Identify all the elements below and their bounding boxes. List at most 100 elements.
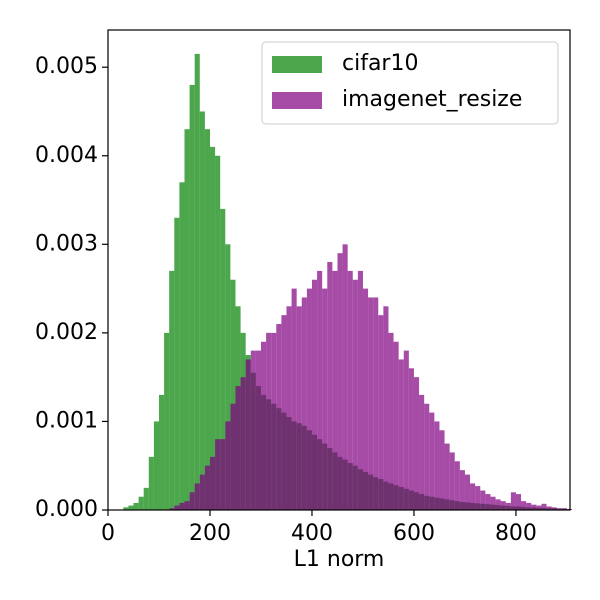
histogram-bar xyxy=(368,297,374,510)
histogram-bar xyxy=(317,270,323,510)
y-tick-label: 0.004 xyxy=(35,143,98,168)
histogram-bar xyxy=(128,505,134,510)
histogram-bar xyxy=(271,332,277,510)
histogram-bar xyxy=(123,507,129,510)
histogram-bar xyxy=(306,288,312,510)
histogram-bar xyxy=(184,501,190,510)
y-tick-label: 0.001 xyxy=(35,408,98,433)
x-axis-label: L1 norm xyxy=(294,547,385,572)
histogram-bar xyxy=(250,350,256,510)
histogram-bar xyxy=(475,486,481,510)
histogram-bar xyxy=(393,341,399,510)
histogram-bar xyxy=(378,315,384,510)
y-tick-label: 0.000 xyxy=(35,497,98,522)
histogram-bar xyxy=(342,244,348,511)
histogram-bar xyxy=(485,494,491,510)
histogram-bar xyxy=(138,496,144,510)
histogram-bar xyxy=(220,439,226,510)
histogram-bar xyxy=(398,359,404,510)
y-tick-label: 0.002 xyxy=(35,320,98,345)
histogram-bar xyxy=(311,279,318,510)
histogram-bar xyxy=(158,394,165,510)
histogram-bar xyxy=(327,262,333,510)
x-tick-label: 400 xyxy=(291,521,333,546)
histogram-bar xyxy=(439,430,445,510)
histogram-bar xyxy=(515,494,522,510)
histogram-bar xyxy=(459,470,465,510)
plot-frame xyxy=(107,29,571,511)
histogram-bar xyxy=(230,403,236,510)
histogram-bar xyxy=(189,492,195,510)
histogram-bar xyxy=(260,341,267,510)
histogram-bar xyxy=(413,377,420,510)
histogram-bar xyxy=(148,456,154,510)
histogram-bar xyxy=(225,244,231,511)
histogram-bar xyxy=(184,129,190,511)
histogram-bar xyxy=(561,508,567,510)
histogram-bar xyxy=(500,501,506,510)
y-tick-label: 0.005 xyxy=(35,54,98,79)
histogram-bar xyxy=(179,182,185,511)
legend-swatch xyxy=(272,92,322,109)
histogram-bar xyxy=(220,208,226,510)
legend-swatch xyxy=(272,56,322,73)
histogram-bar xyxy=(464,474,471,510)
histogram-bar xyxy=(347,270,353,510)
x-tick-label: 800 xyxy=(495,521,537,546)
histogram-bar xyxy=(388,332,394,510)
x-tick-label: 600 xyxy=(393,521,435,546)
histogram-bar xyxy=(266,332,272,510)
histogram-bar xyxy=(209,456,216,510)
legend-frame xyxy=(261,41,559,125)
histogram-bar xyxy=(510,492,516,510)
histogram-bar xyxy=(169,508,175,510)
histogram-bar xyxy=(245,359,251,510)
x-tick-label: 0 xyxy=(101,521,115,546)
legend-label: cifar10 xyxy=(342,51,418,76)
histogram-bar xyxy=(322,288,328,510)
histogram-bar xyxy=(449,452,455,510)
histogram-bar xyxy=(301,297,307,510)
histogram-bar xyxy=(174,217,180,510)
histogram-bar xyxy=(230,279,236,510)
histogram-bar xyxy=(240,377,246,510)
histogram-bar xyxy=(153,421,159,510)
histogram-bar xyxy=(541,503,547,510)
histogram-bar xyxy=(164,332,170,510)
histogram-bar xyxy=(215,155,221,510)
histogram-bar xyxy=(169,270,175,510)
histogram-bar xyxy=(454,461,460,510)
histogram-bar xyxy=(281,315,287,510)
histogram-bar xyxy=(444,443,450,510)
histogram-bar xyxy=(291,288,297,510)
histogram-bar xyxy=(332,270,338,510)
histogram-bar xyxy=(204,465,210,510)
histogram-bar xyxy=(419,394,425,510)
histogram-bar xyxy=(480,490,486,510)
histogram-bar xyxy=(225,421,231,510)
histogram-bar xyxy=(383,306,389,510)
histogram-bar xyxy=(556,508,562,510)
histogram-bar xyxy=(546,506,552,510)
histogram-bar xyxy=(470,483,476,510)
legend-label: imagenet_resize xyxy=(342,87,522,112)
histogram-bar xyxy=(429,412,435,510)
histogram-bar xyxy=(199,111,205,510)
histogram-bar xyxy=(276,324,282,510)
histogram-bar xyxy=(551,507,557,510)
histogram-bar xyxy=(199,474,205,510)
histogram-bar xyxy=(526,502,532,510)
histogram-bar xyxy=(337,253,343,510)
histogram-bar xyxy=(362,288,369,510)
histogram-bar xyxy=(209,146,216,510)
histogram-bar xyxy=(143,487,149,510)
histogram-bar xyxy=(204,129,210,511)
histogram-bar xyxy=(536,505,542,510)
histogram-bar xyxy=(189,84,195,510)
histogram-bar xyxy=(215,439,221,510)
histogram-bar xyxy=(296,306,302,510)
histogram-bar xyxy=(286,306,292,510)
y-tick-label: 0.003 xyxy=(35,231,98,256)
x-tick-label: 200 xyxy=(189,521,231,546)
histogram-bar xyxy=(352,279,358,510)
